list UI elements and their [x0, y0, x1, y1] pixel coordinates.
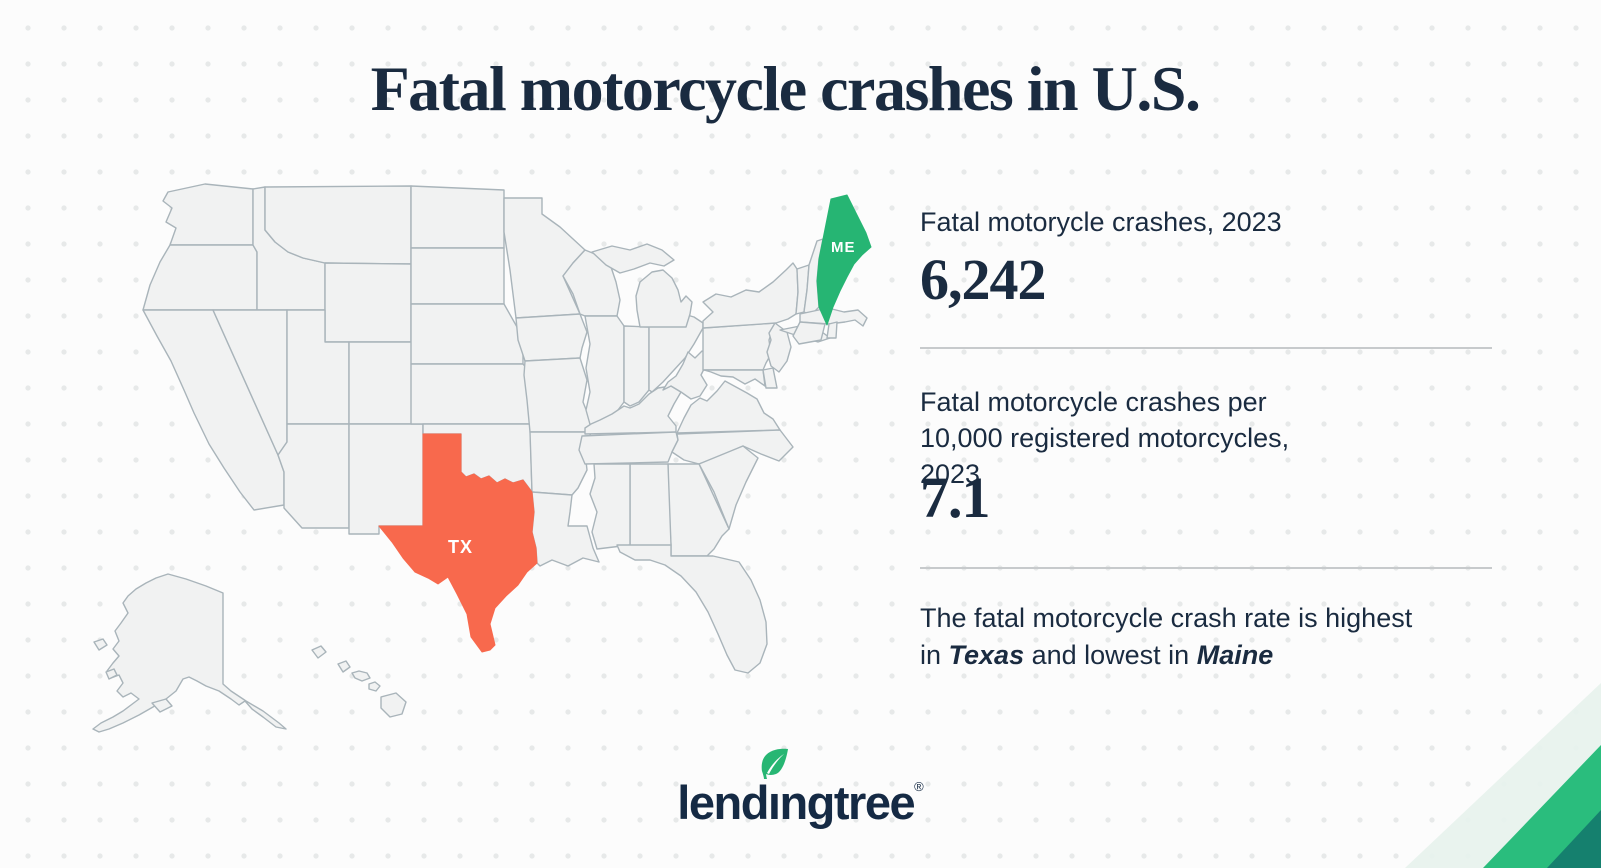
state-washington — [162, 183, 254, 246]
state-rhode-island — [826, 321, 838, 339]
note-text-middle: and lowest in — [1024, 640, 1197, 670]
divider — [920, 347, 1492, 349]
state-michigan — [635, 269, 693, 328]
texas-map-label: TX — [448, 537, 473, 557]
note-lowest-state: Maine — [1196, 640, 1274, 670]
logo-dotless-i: ı — [767, 776, 781, 829]
logo-part1: lend — [677, 776, 769, 829]
lendingtree-wordmark: lendıngtree® — [677, 748, 924, 830]
state-louisiana — [531, 491, 600, 567]
state-alabama — [629, 463, 672, 557]
state-north-dakota — [410, 185, 505, 249]
state-nebraska — [410, 303, 524, 365]
state-arizona — [277, 423, 350, 529]
state-maryland — [703, 369, 766, 387]
divider — [920, 567, 1492, 569]
state-hawaii-island-4 — [368, 681, 381, 692]
state-delaware — [762, 367, 778, 389]
us-map-svg: TX ME — [92, 183, 872, 733]
state-wyoming — [324, 262, 412, 343]
stat-label-crashes: Fatal motorycle crashes, 2023 — [920, 207, 1282, 237]
note-highest-state: Texas — [948, 640, 1025, 670]
stat-value-crashes: 6,242 — [920, 247, 1046, 312]
state-connecticut — [792, 321, 826, 345]
logo-part2: ngtree — [779, 776, 915, 829]
registered-trademark: ® — [914, 779, 924, 794]
ribbon-green-band — [1483, 745, 1601, 868]
state-new-jersey — [766, 322, 792, 373]
state-south-carolina — [698, 445, 759, 530]
state-mississippi — [589, 463, 631, 550]
state-wisconsin — [562, 249, 621, 317]
state-new-york — [702, 262, 799, 329]
lendingtree-logo: lendıngtree® — [0, 748, 1601, 830]
state-hawaii-island-3 — [351, 670, 371, 682]
state-florida — [616, 544, 768, 674]
ribbon-teal-band — [1547, 810, 1601, 868]
state-virginia — [676, 380, 781, 434]
state-michigan-up — [591, 243, 675, 274]
stat-value-crash-rate: 7.1 — [920, 465, 990, 530]
summary-note: The fatal motorcycle crash rate is highe… — [920, 600, 1425, 674]
maine-map-label: ME — [831, 239, 856, 256]
state-alaska — [92, 573, 287, 733]
state-alaska-island-2 — [105, 668, 118, 680]
state-alaska-island-1 — [93, 638, 108, 651]
page-title: Fatal motorcycle crashes in U.S. — [370, 53, 1201, 124]
state-kentucky — [584, 385, 682, 435]
state-tennessee — [578, 431, 679, 465]
state-kansas — [410, 363, 531, 425]
state-hawaii-island-2 — [337, 660, 351, 673]
state-pennsylvania — [702, 322, 776, 371]
state-maine-highlighted — [816, 194, 872, 326]
state-south-dakota — [410, 247, 505, 305]
state-hawaii-island-5 — [380, 692, 407, 718]
state-indiana — [623, 325, 650, 407]
state-texas-highlighted — [378, 433, 538, 653]
state-hawaii-island-1 — [311, 645, 327, 659]
note-text-before: The fatal motorcycle crash rate is highe… — [920, 603, 1413, 670]
leaf-icon — [761, 748, 789, 779]
state-alaska-island-3 — [151, 698, 173, 713]
state-minnesota — [503, 197, 586, 319]
state-missouri — [523, 357, 592, 433]
us-map-states: TX ME — [92, 183, 872, 733]
stat-label-crash-rate: Fatal motorcycle crashes per 10,000 regi… — [920, 387, 1290, 489]
state-iowa — [515, 313, 588, 362]
corner-ribbon — [1405, 683, 1601, 868]
state-new-mexico — [348, 423, 424, 535]
us-states-map: TX ME — [85, 160, 885, 740]
state-oregon — [142, 244, 258, 311]
